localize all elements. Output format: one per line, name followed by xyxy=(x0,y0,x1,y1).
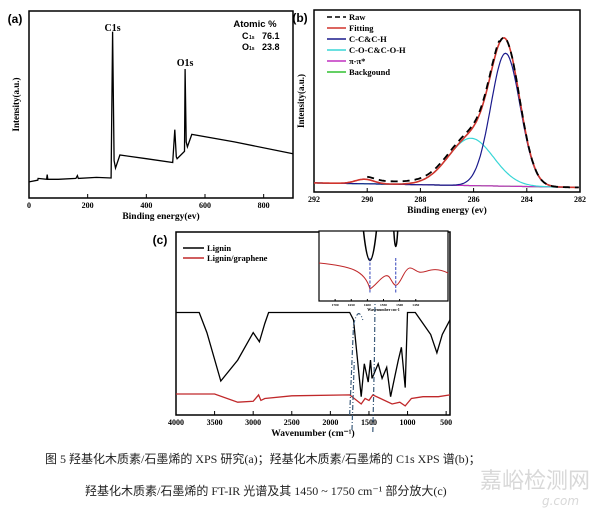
series-line-lignin-graphene xyxy=(176,393,451,407)
panel-label: (a) xyxy=(8,12,23,26)
x-tick-label: 2500 xyxy=(284,418,300,427)
element-subscript: 1s xyxy=(249,46,255,52)
x-tick-label: 3500 xyxy=(207,418,223,427)
element-subscript: 1s xyxy=(249,35,255,41)
legend-label: π-π* xyxy=(349,56,365,66)
x-tick-label: 1500 xyxy=(361,418,377,427)
x-tick-label: 292 xyxy=(308,195,320,204)
caption-line-1: 图 5 羟基化木质素/石墨烯的 XPS 研究(a)；羟基化木质素/石墨烯的 C1… xyxy=(45,452,481,466)
legend-label: C-C&C-H xyxy=(349,34,387,44)
element-label: C xyxy=(242,31,249,41)
zoom-connector-lines xyxy=(349,301,376,433)
panel-label: (c) xyxy=(153,233,168,247)
series-line-fitting xyxy=(314,36,579,189)
x-tick-label: 286 xyxy=(468,195,480,204)
legend-label: Lignin/graphene xyxy=(207,253,268,263)
x-tick-label: 2000 xyxy=(322,418,338,427)
x-axis-label: Binding energy(ev) xyxy=(122,211,199,222)
series-line-lignin xyxy=(176,311,451,397)
plot-frame xyxy=(313,9,581,193)
series-line-survey xyxy=(28,31,294,183)
x-axis-label: Wavenumber (cm⁻¹) xyxy=(271,428,354,439)
atomic-percent-value: 76.1 xyxy=(262,31,280,41)
legend-label: Lignin xyxy=(207,243,231,253)
x-axis-label: Binding energy (ev) xyxy=(407,205,487,216)
watermark-sub: g.com xyxy=(542,494,580,508)
inset-x-axis-label: Wavenumber cm-1 xyxy=(367,307,399,312)
x-tick-label: 1000 xyxy=(400,418,416,427)
peak-label-C1s: C1s xyxy=(105,23,121,34)
x-tick-label: 282 xyxy=(574,195,586,204)
x-tick-label: 200 xyxy=(82,201,94,210)
legend-label: Fitting xyxy=(349,23,374,33)
series-line-raw xyxy=(366,36,579,189)
inset-x-tick-label: 1450 xyxy=(412,303,419,307)
x-tick-label: 4000 xyxy=(168,418,184,427)
x-tick-label: 0 xyxy=(27,201,31,210)
x-tick-label: 3000 xyxy=(245,418,261,427)
caption-line-2: 羟基化木质素/石墨烯的 FT-IR 光谱及其 1450 ~ 1750 cm⁻¹ … xyxy=(85,484,447,498)
inset-x-tick-label: 1500 xyxy=(396,303,403,307)
x-tick-label: 284 xyxy=(521,195,533,204)
legend-label: C-O-C&C-O-H xyxy=(349,45,406,55)
peak-label-O1s: O1s xyxy=(177,58,194,69)
inset-x-tick-label: 1600 xyxy=(364,303,371,307)
atomic-percent-value: 23.8 xyxy=(262,42,280,52)
atomic-percent-title: Atomic % xyxy=(233,19,277,30)
x-tick-label: 288 xyxy=(414,195,426,204)
inset-x-tick-label: 1650 xyxy=(348,303,355,307)
panel-label: (b) xyxy=(292,11,307,25)
x-tick-label: 600 xyxy=(199,201,211,210)
x-tick-label: 800 xyxy=(258,201,270,210)
inset-x-tick-label: 1550 xyxy=(380,303,387,307)
plot-frame xyxy=(175,231,451,416)
watermark-logo: 嘉峪检测网 xyxy=(480,469,591,494)
y-axis-label: Intensity(a.u.) xyxy=(296,74,306,128)
inset-lignin-graphene-line xyxy=(318,262,449,290)
element-label: O xyxy=(242,42,249,52)
legend-label: Backgound xyxy=(349,67,390,77)
y-axis-label: Intensity(a.u.) xyxy=(11,77,21,131)
x-tick-label: 400 xyxy=(140,201,152,210)
legend-label: Raw xyxy=(349,12,366,22)
plot-frame xyxy=(28,10,294,199)
series-line-c-o xyxy=(314,137,579,188)
x-tick-label: 500 xyxy=(440,418,452,427)
inset-x-tick-label: 1700 xyxy=(332,303,339,307)
x-tick-label: 290 xyxy=(361,195,373,204)
